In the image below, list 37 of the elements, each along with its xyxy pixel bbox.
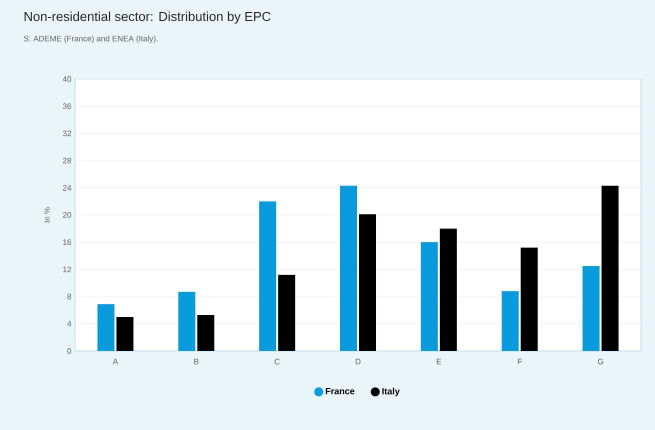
bar <box>502 291 519 351</box>
y-tick-label: 40 <box>62 76 72 82</box>
legend-label: Italy <box>382 388 400 396</box>
bar <box>440 228 457 351</box>
y-tick-label: 0 <box>67 348 72 354</box>
legend-label: France <box>326 388 354 394</box>
bar <box>420 242 438 351</box>
y-tick-label: 28 <box>62 158 72 164</box>
x-tick-label: C <box>274 358 280 364</box>
bar <box>97 304 114 351</box>
y-tick-label: 8 <box>67 294 72 300</box>
x-tick-label: B <box>194 358 199 364</box>
x-tick-label: G <box>598 358 604 364</box>
bar <box>178 292 196 351</box>
bar <box>340 186 357 351</box>
chart-title: Non-residential sector: Distribution by EPC <box>24 12 271 24</box>
y-tick-label: 12 <box>63 266 72 272</box>
y-tick-label: 32 <box>62 130 72 136</box>
y-tick-label: 16 <box>63 239 72 246</box>
x-tick-label: D <box>356 358 361 364</box>
y-tick-label: 36 <box>62 103 72 110</box>
bar <box>520 248 538 351</box>
bar <box>197 314 214 351</box>
bar <box>359 214 376 351</box>
chart-subtitle: S: ADEME (France) and ENEA (Italy). <box>24 36 158 43</box>
bar <box>116 316 134 351</box>
bar <box>582 266 600 351</box>
y-tick-label: 24 <box>62 185 72 191</box>
y-axis-title: In % <box>44 207 50 222</box>
bar <box>259 201 276 351</box>
y-tick-label: 20 <box>62 212 72 218</box>
x-tick-label: E <box>436 358 442 364</box>
bar <box>602 186 619 351</box>
x-tick-label: F <box>518 358 522 364</box>
x-tick-label: A <box>112 358 118 364</box>
bar <box>278 274 296 351</box>
y-tick-label: 4 <box>67 321 72 327</box>
